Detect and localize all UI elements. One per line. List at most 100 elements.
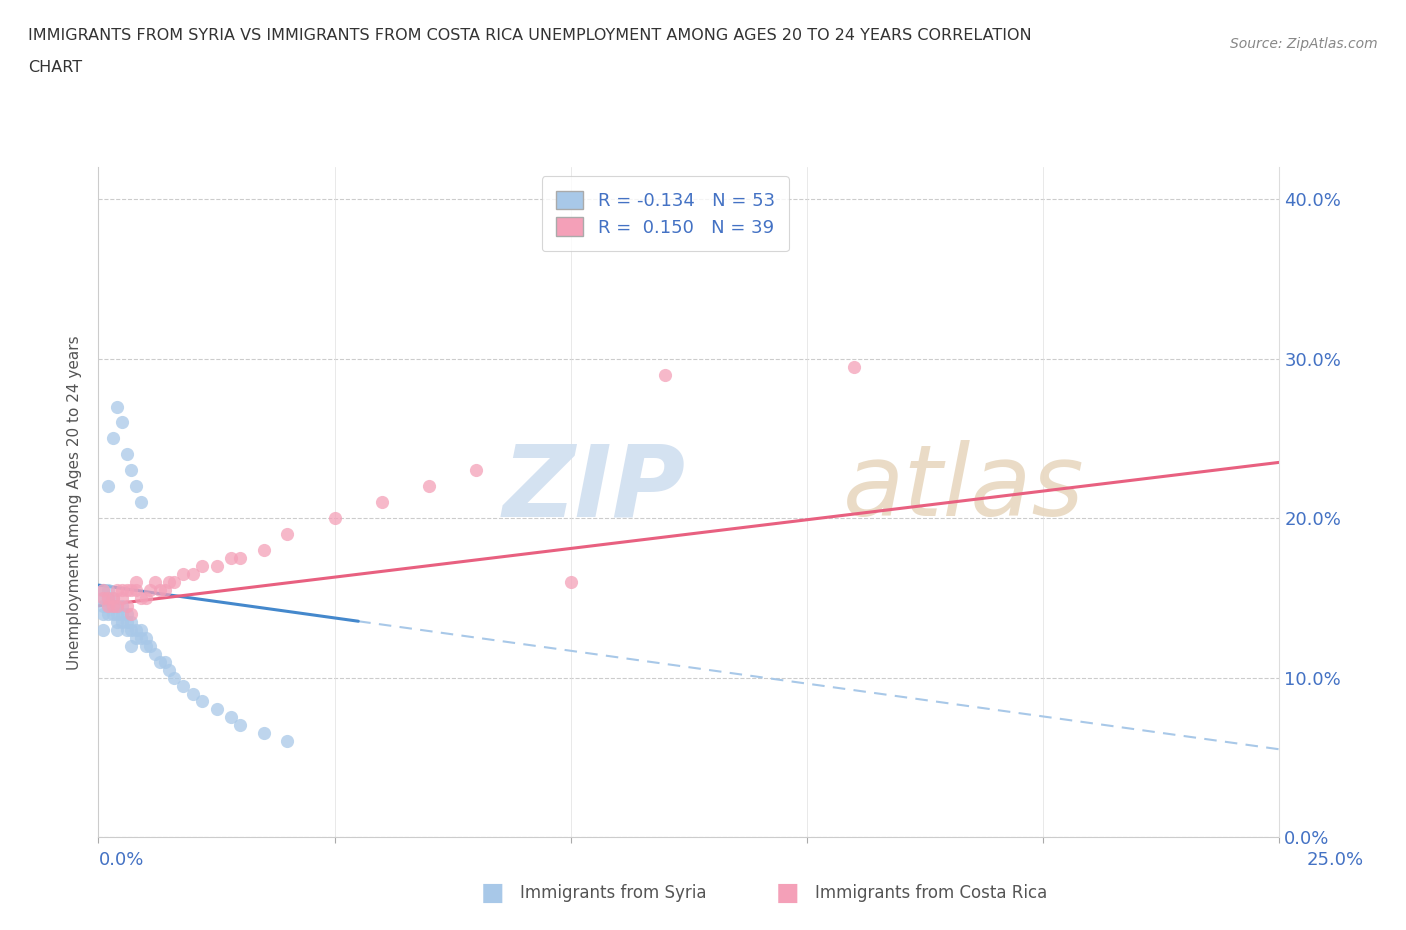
Point [101,598,124,613]
Point [111,591,134,605]
Text: Immigrants from Syria: Immigrants from Syria [520,884,707,902]
Text: ZIP: ZIP [503,440,686,538]
Point [219,551,242,565]
Point [219,710,242,724]
Point [91,582,114,597]
Point [115,606,138,621]
Point [101,606,124,621]
Point [91,606,114,621]
Point [191,694,214,709]
Point [121,463,143,478]
Point [129,622,152,637]
Point [91,598,114,613]
Point [129,631,152,645]
Point [111,606,134,621]
Point [121,582,143,597]
Point [276,526,298,541]
Point [105,615,128,630]
Point [115,447,138,462]
Point [371,495,394,510]
Text: CHART: CHART [28,60,82,75]
Point [157,662,180,677]
Point [121,606,143,621]
Point [191,559,214,574]
Text: IMMIGRANTS FROM SYRIA VS IMMIGRANTS FROM COSTA RICA UNEMPLOYMENT AMONG AGES 20 T: IMMIGRANTS FROM SYRIA VS IMMIGRANTS FROM… [28,28,1032,43]
Point [181,566,204,581]
Text: 25.0%: 25.0% [1306,851,1364,870]
Point [105,582,128,597]
Point [97,606,120,621]
Point [115,615,138,630]
Point [101,591,124,605]
Text: atlas: atlas [842,440,1084,538]
Text: Immigrants from Costa Rica: Immigrants from Costa Rica [815,884,1047,902]
Point [181,686,204,701]
Point [97,598,120,613]
Text: 0.0%: 0.0% [98,851,143,870]
Point [97,591,120,605]
Point [253,726,276,741]
Point [654,367,676,382]
Point [91,582,114,597]
Point [205,559,228,574]
Text: ■: ■ [776,881,799,905]
Text: Source: ZipAtlas.com: Source: ZipAtlas.com [1230,37,1378,51]
Point [121,615,143,630]
Point [163,575,186,590]
Point [91,591,114,605]
Point [139,582,162,597]
Point [115,598,138,613]
Point [229,551,252,565]
Point [129,591,152,605]
Text: ■: ■ [481,881,503,905]
Legend: R = -0.134   N = 53, R =  0.150   N = 39: R = -0.134 N = 53, R = 0.150 N = 39 [541,177,789,251]
Point [105,622,128,637]
Point [125,631,148,645]
Point [125,622,148,637]
Point [143,646,166,661]
Point [560,575,582,590]
Point [143,575,166,590]
Point [105,399,128,414]
Point [465,463,488,478]
Point [97,479,120,494]
Point [101,598,124,613]
Point [101,431,124,445]
Point [135,631,157,645]
Point [115,622,138,637]
Point [97,591,120,605]
Point [844,359,866,374]
Point [139,638,162,653]
Point [125,582,148,597]
Point [121,622,143,637]
Point [157,575,180,590]
Point [229,718,252,733]
Point [149,582,172,597]
Point [129,495,152,510]
Point [149,654,172,669]
Point [125,479,148,494]
Y-axis label: Unemployment Among Ages 20 to 24 years: Unemployment Among Ages 20 to 24 years [67,335,83,670]
Point [135,591,157,605]
Point [115,582,138,597]
Point [91,622,114,637]
Point [163,671,186,685]
Point [105,598,128,613]
Point [418,479,440,494]
Point [105,606,128,621]
Point [121,638,143,653]
Point [111,582,134,597]
Point [101,591,124,605]
Point [105,598,128,613]
Point [135,638,157,653]
Point [125,575,148,590]
Point [153,582,176,597]
Point [111,615,134,630]
Point [91,591,114,605]
Point [172,566,194,581]
Point [205,702,228,717]
Point [172,678,194,693]
Point [253,542,276,557]
Point [111,598,134,613]
Point [97,582,120,597]
